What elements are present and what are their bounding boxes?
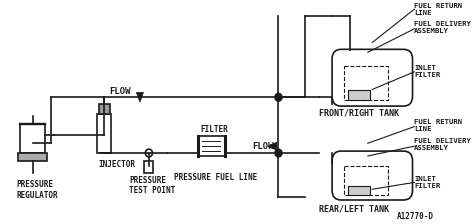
Bar [348, 90, 370, 100]
Bar [145, 161, 153, 173]
Bar [18, 153, 47, 161]
Text: A12770-D: A12770-D [396, 212, 433, 221]
FancyBboxPatch shape [332, 151, 412, 200]
Bar [198, 136, 225, 156]
Bar [99, 104, 109, 114]
Bar [97, 114, 111, 153]
Text: REAR/LEFT TANK: REAR/LEFT TANK [319, 205, 389, 214]
Text: FLOW: FLOW [109, 87, 131, 96]
Text: FLOW: FLOW [253, 142, 274, 151]
Text: FUEL DELIVERY
ASSEMBLY: FUEL DELIVERY ASSEMBLY [414, 21, 471, 34]
Circle shape [275, 93, 282, 101]
Text: FUEL RETURN
LINE: FUEL RETURN LINE [414, 119, 463, 132]
Text: PRESSURE
REGULATOR: PRESSURE REGULATOR [17, 180, 58, 200]
Polygon shape [268, 142, 277, 150]
Text: FUEL RETURN
LINE: FUEL RETURN LINE [414, 3, 463, 16]
Circle shape [275, 149, 282, 157]
FancyBboxPatch shape [332, 49, 412, 106]
Bar [344, 166, 388, 195]
Text: INLET
FILTER: INLET FILTER [414, 65, 440, 78]
Bar [20, 124, 45, 153]
Bar [348, 186, 370, 195]
Text: INJECTOR: INJECTOR [99, 160, 136, 169]
Bar [344, 66, 388, 100]
Text: PRESSURE FUEL LINE: PRESSURE FUEL LINE [174, 173, 257, 182]
Text: FRONT/RIGHT TANK: FRONT/RIGHT TANK [319, 108, 399, 117]
Text: PRESSURE
TEST POINT: PRESSURE TEST POINT [129, 176, 175, 195]
Text: INLET
FILTER: INLET FILTER [414, 176, 440, 189]
Polygon shape [137, 92, 144, 102]
Text: FILTER: FILTER [201, 125, 228, 134]
Text: FUEL DELIVERY
ASSEMBLY: FUEL DELIVERY ASSEMBLY [414, 138, 471, 151]
